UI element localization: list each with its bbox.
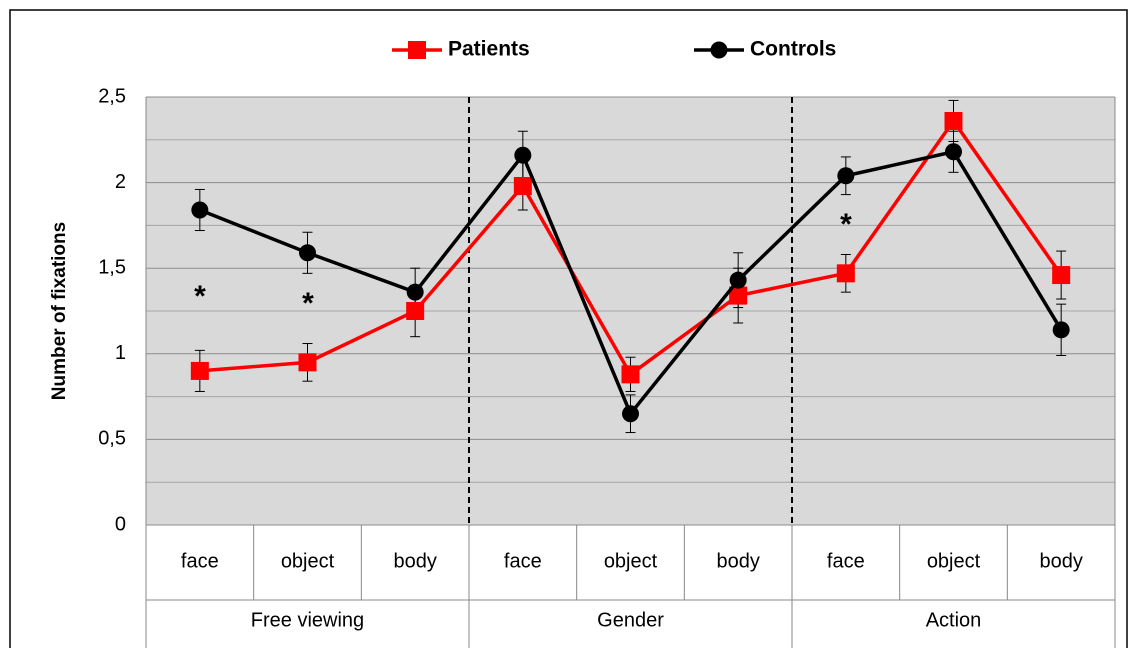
y-tick-label: 2,5 [98,85,126,107]
x-tick-label: body [716,550,759,572]
group-label: Action [926,609,982,631]
marker [406,283,424,301]
marker [944,111,963,130]
marker [298,353,317,372]
marker [1052,266,1071,285]
marker [622,405,639,423]
x-tick-label: face [504,550,542,572]
y-tick-label: 1 [115,342,126,364]
x-tick-label: object [604,550,658,572]
x-tick-label: face [181,550,219,572]
y-tick-label: 1,5 [98,256,126,278]
marker [191,201,209,219]
marker [514,146,532,164]
marker [513,177,532,196]
x-tick-label: object [927,550,981,572]
y-tick-label: 2 [115,171,126,193]
marker [836,264,855,283]
y-tick-label: 0 [115,513,126,535]
marker [729,286,748,305]
x-tick-label: object [281,550,335,572]
marker [408,41,426,59]
annotation: * [840,208,852,241]
y-tick-label: 0,5 [98,428,126,450]
marker [710,41,728,59]
chart-frame [9,9,1128,648]
marker [621,365,640,384]
group-label: Gender [597,609,664,631]
marker [837,167,855,185]
x-tick-label: body [393,550,436,572]
y-axis-label: Number of fixations [49,222,70,400]
marker [945,143,962,161]
legend-label: Patients [448,38,530,61]
marker [190,361,209,380]
legend-label: Controls [750,38,836,61]
annotation: * [302,287,314,320]
x-tick-label: body [1039,550,1082,572]
marker [729,271,747,289]
marker [1052,321,1070,339]
group-label: Free viewing [251,609,364,631]
marker [299,244,316,262]
annotation: * [194,280,206,313]
x-tick-label: face [827,550,865,572]
marker [406,302,425,320]
